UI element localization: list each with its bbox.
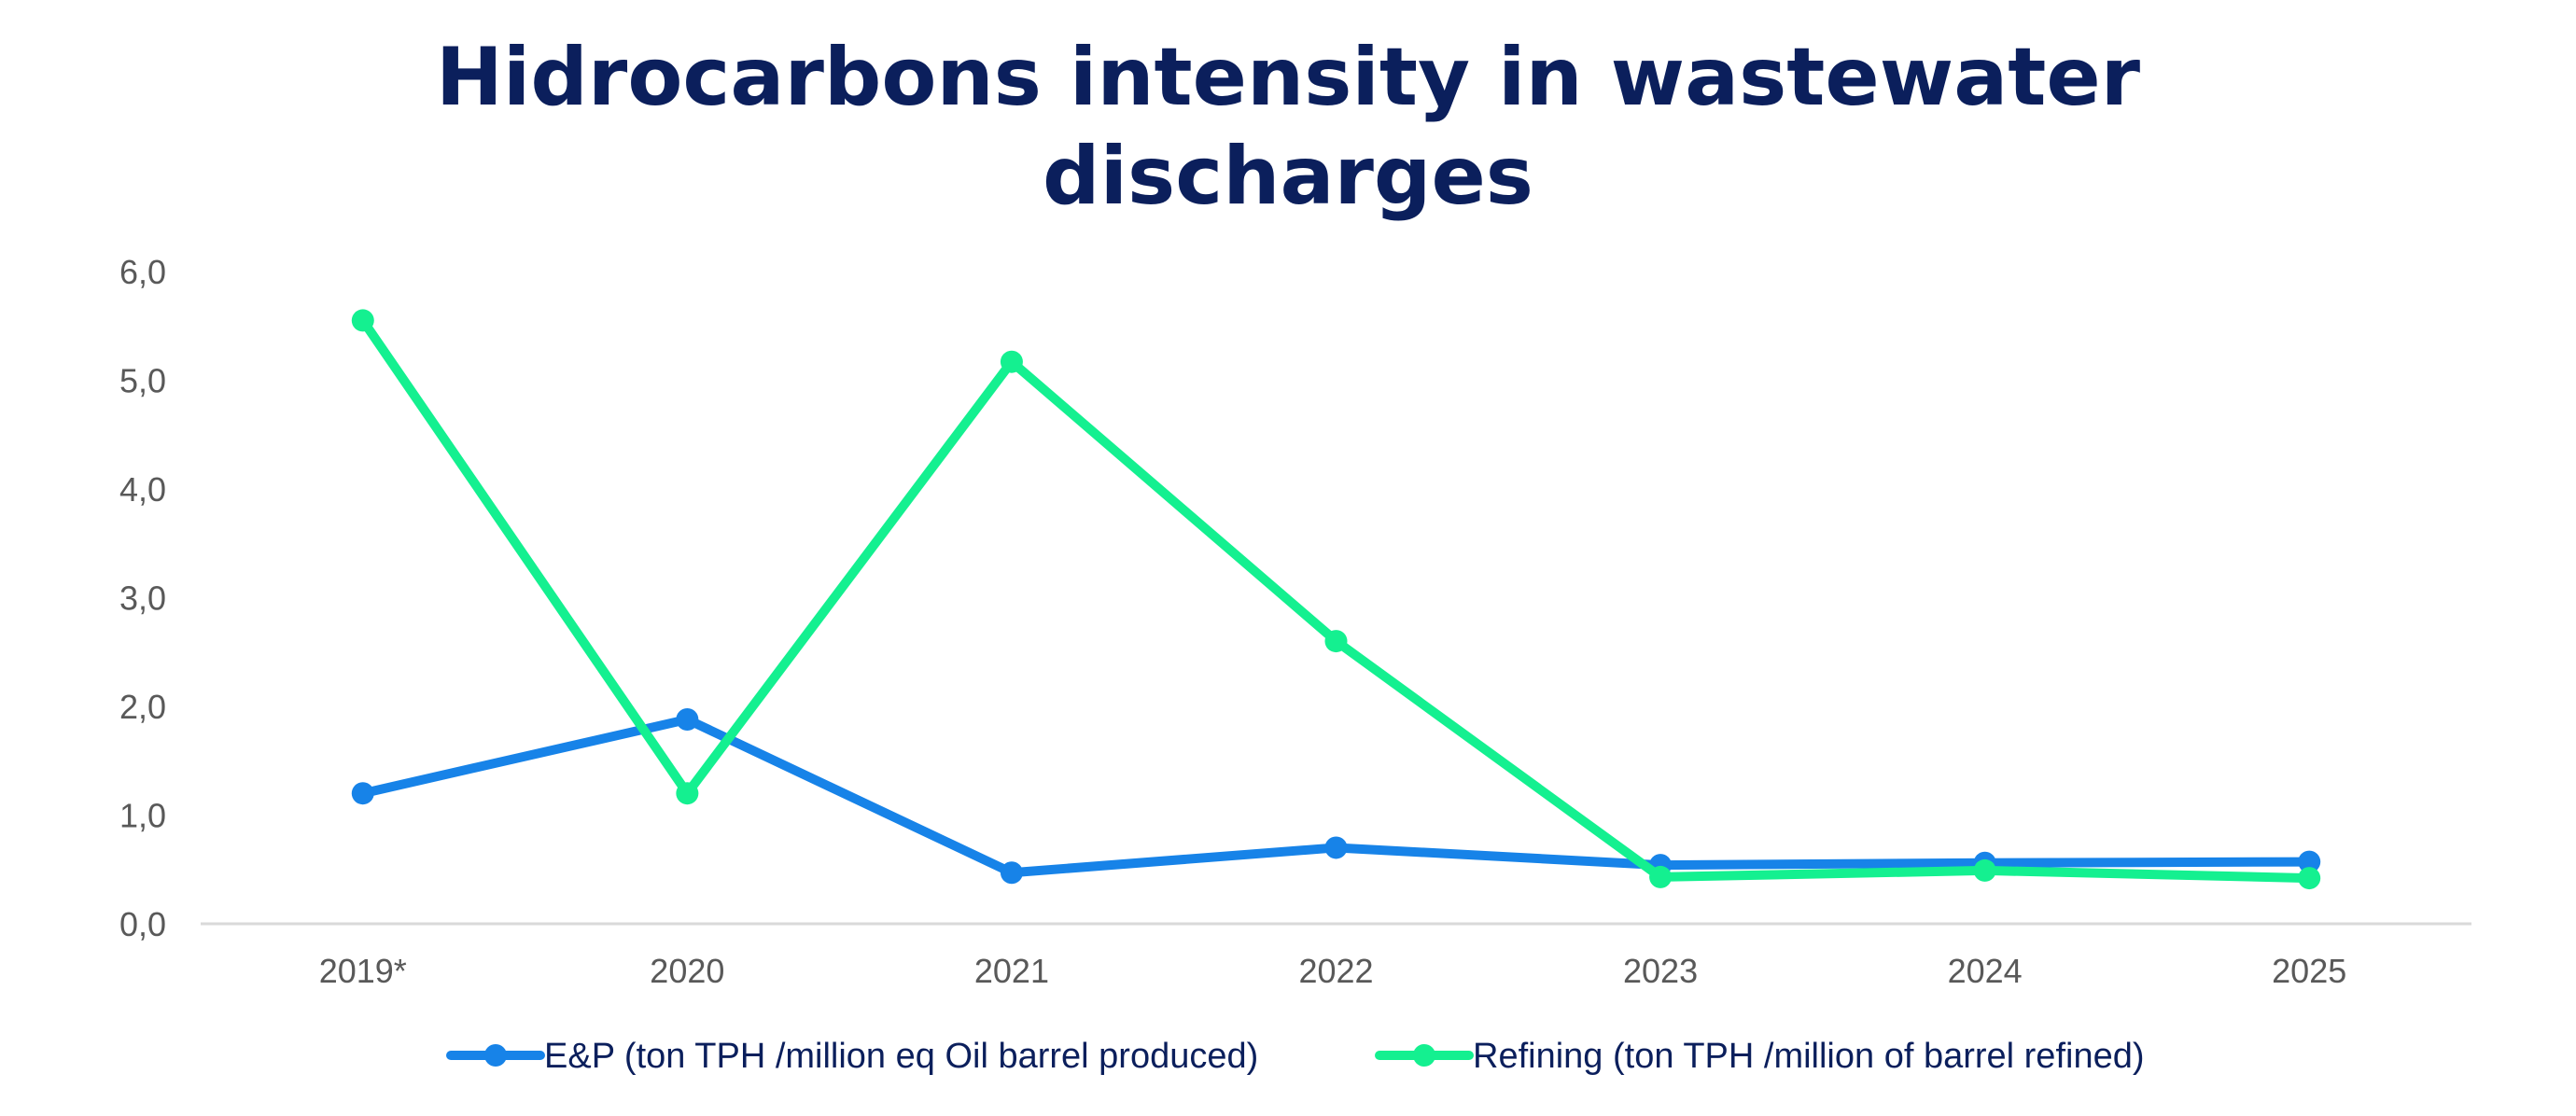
y-axis: 0,0 1,0 2,0 3,0 4,0 5,0 6,0 — [119, 253, 166, 943]
y-tick-label: 4,0 — [119, 470, 166, 509]
legend-swatch-marker — [484, 1044, 507, 1067]
data-point — [351, 309, 374, 332]
y-tick-label: 3,0 — [119, 579, 166, 618]
legend-item: E&P (ton TPH /million eq Oil barrel prod… — [446, 1037, 1258, 1076]
legend-swatch-marker — [1413, 1044, 1435, 1067]
data-point — [676, 782, 699, 805]
y-tick-label: 5,0 — [119, 362, 166, 400]
x-tick-label: 2025 — [2272, 952, 2346, 990]
data-point — [1324, 836, 1348, 859]
chart-title: Hidrocarbons intensity in wastewater dis… — [0, 28, 2576, 226]
data-point — [2298, 867, 2321, 890]
x-tick-label: 2019* — [319, 952, 407, 990]
x-tick-label: 2020 — [650, 952, 724, 990]
series-line — [357, 315, 2315, 884]
data-point — [676, 707, 699, 731]
data-point — [1973, 858, 1996, 882]
legend-item: Refining (ton TPH /million of barrel ref… — [1375, 1037, 2145, 1076]
y-tick-label: 0,0 — [119, 905, 166, 943]
x-tick-label: 2021 — [974, 952, 1049, 990]
chart-title-line-2: discharges — [1043, 130, 1533, 223]
legend-label: E&P (ton TPH /million eq Oil barrel prod… — [544, 1037, 1258, 1076]
y-tick-label: 6,0 — [119, 253, 166, 291]
data-point — [1000, 861, 1023, 885]
x-tick-label: 2024 — [1948, 952, 2023, 990]
x-tick-label: 2022 — [1298, 952, 1373, 990]
data-point — [2298, 850, 2321, 873]
chart-title-line-1: Hidrocarbons intensity in wastewater — [435, 31, 2141, 124]
y-tick-label: 1,0 — [119, 797, 166, 835]
x-axis: 2019* 2020 2021 2022 2023 2024 2025 — [201, 922, 2471, 990]
data-point — [1649, 865, 1673, 888]
data-point — [1324, 630, 1348, 653]
y-tick-label: 2,0 — [119, 688, 166, 726]
legend-label: Refining (ton TPH /million of barrel ref… — [1473, 1037, 2145, 1076]
x-tick-label: 2023 — [1623, 952, 1698, 990]
series-layer — [351, 309, 2321, 890]
series-2 — [351, 309, 2321, 890]
data-point — [1000, 350, 1023, 373]
data-point — [351, 782, 374, 805]
legend: E&P (ton TPH /million eq Oil barrel prod… — [446, 1037, 2145, 1076]
